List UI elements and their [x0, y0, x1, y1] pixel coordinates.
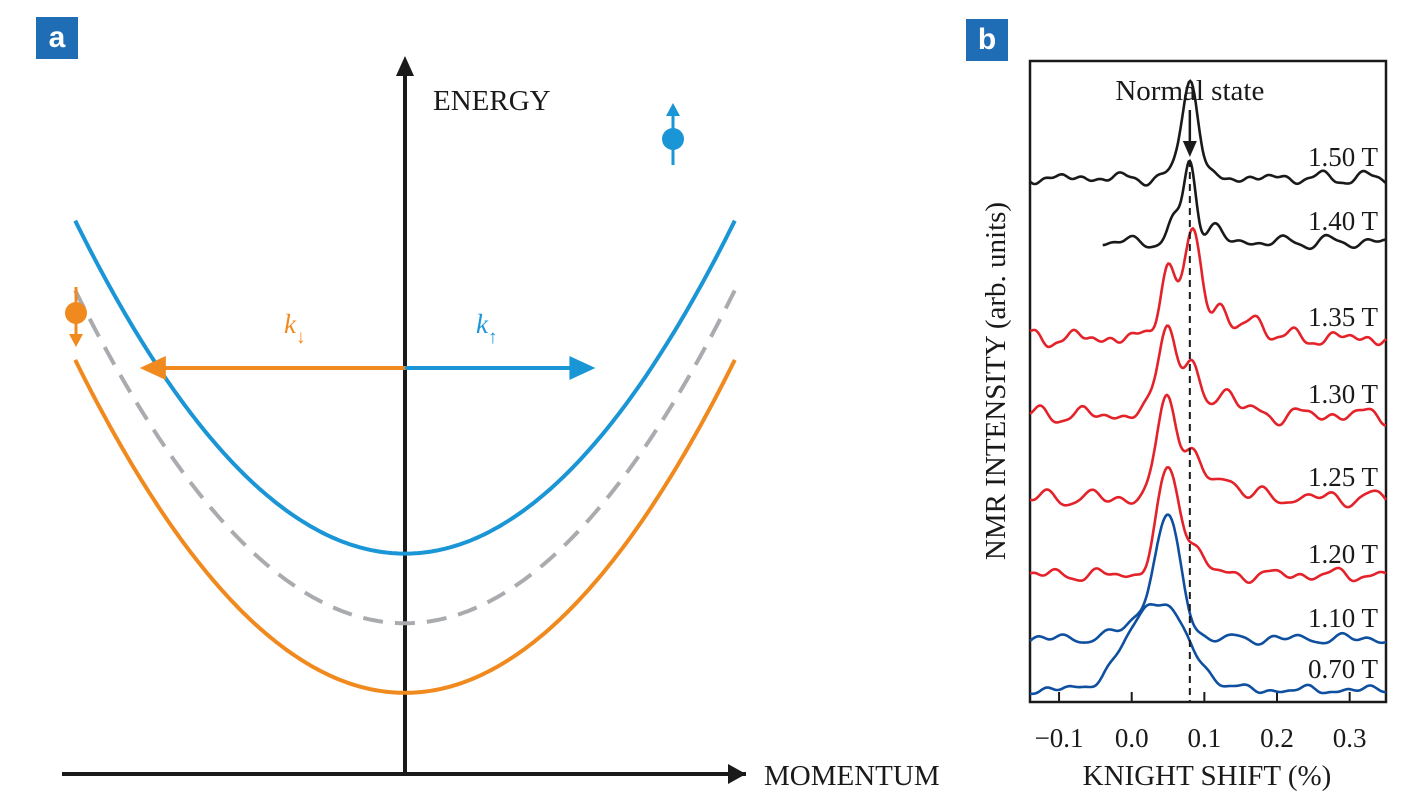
- field-label: 1.20 T: [1308, 539, 1379, 569]
- x-tick-label: 0.0: [1115, 723, 1149, 753]
- x-tick-label: 0.2: [1260, 723, 1294, 753]
- spin-down-icon: [65, 287, 87, 347]
- normal-state-label: Normal state: [1115, 75, 1264, 107]
- spectrum-1-30-T: [1029, 324, 1386, 427]
- normal-state-arrowhead: [1182, 141, 1197, 157]
- spectrum-1-20-T: [1029, 465, 1387, 585]
- spectrum-1-35-T: [1029, 226, 1387, 349]
- spin-up-icon: [662, 103, 684, 165]
- x-tick-label: 0.3: [1333, 723, 1367, 753]
- energy-axis-label: ENERGY: [433, 85, 551, 117]
- field-label: 1.35 T: [1308, 302, 1379, 332]
- panel-b-badge: b: [966, 19, 1008, 61]
- field-labels: 1.50 T 1.40 T 1.35 T 1.30 T 1.25 T 1.20 T 1.10…: [1308, 142, 1379, 684]
- x-tick-label: −0.1: [1035, 723, 1084, 753]
- field-label: 0.70 T: [1308, 654, 1379, 684]
- field-label: 1.30 T: [1308, 379, 1379, 409]
- spectrum-1-40-T: [1102, 159, 1387, 251]
- x-ticks: −0.1 0.0 0.1 0.2 0.3: [1035, 692, 1367, 753]
- panel-a-badge: a: [36, 17, 78, 59]
- spectrum-1-25-T: [1029, 393, 1388, 509]
- zero-field-band-curve: [73, 289, 737, 626]
- k-up-label: k↑: [476, 309, 497, 348]
- spectra-curves: [1029, 79, 1388, 696]
- plot-frame: [1028, 59, 1388, 704]
- nmr-intensity-axis-label: NMR INTENSITY (arb. units): [980, 202, 1012, 560]
- spectrum-0-70-T: [1029, 602, 1387, 696]
- k-down-label: k↓: [284, 309, 305, 348]
- panel-b-label: b: [977, 23, 997, 56]
- field-label: 1.40 T: [1308, 206, 1379, 236]
- energy-axis-arrowhead: [396, 56, 414, 76]
- panel-a-label: a: [48, 21, 66, 54]
- spectrum-1-50-T: [1029, 79, 1387, 187]
- field-label: 1.50 T: [1308, 142, 1379, 172]
- k-up-arrowhead: [569, 356, 596, 380]
- spectrum-1-10-T: [1029, 513, 1387, 646]
- momentum-axis-label: MOMENTUM: [764, 760, 940, 792]
- spin-down-band-curve: [73, 359, 737, 695]
- spin-up-band-curve: [73, 219, 737, 556]
- k-down-arrowhead: [139, 356, 166, 380]
- panel-a-chart: ENERGY MOMENTUM k↑ k↓: [62, 56, 940, 792]
- x-tick-label: 0.1: [1187, 723, 1221, 753]
- panel-b-chart: −0.1 0.0 0.1 0.2 0.3 Normal state 1.50 T 1.40…: [980, 59, 1388, 792]
- momentum-axis-arrowhead: [728, 764, 746, 784]
- field-label: 1.10 T: [1308, 603, 1379, 633]
- field-label: 1.25 T: [1308, 462, 1379, 492]
- knight-shift-axis-label: KNIGHT SHIFT (%): [1083, 760, 1332, 792]
